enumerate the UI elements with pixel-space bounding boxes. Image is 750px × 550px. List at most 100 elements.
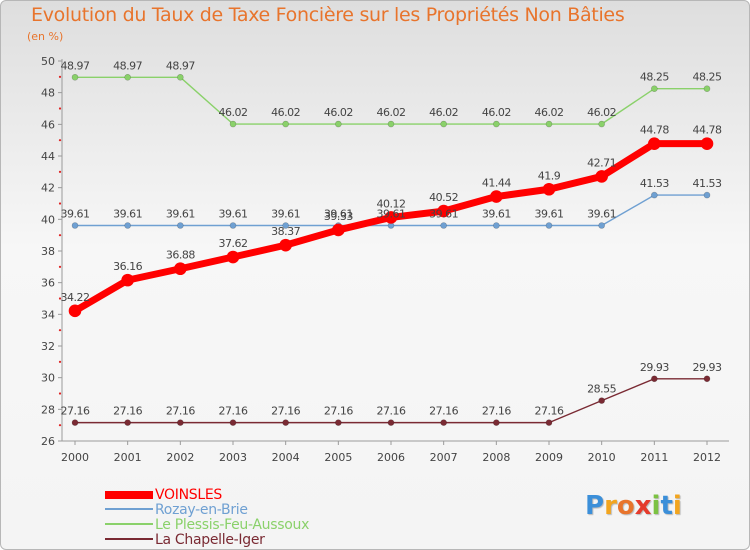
y-tick-label: 50 (41, 55, 55, 68)
y-tick-label: 30 (41, 372, 55, 385)
data-label-la-chapelle-iger: 29.93 (640, 361, 669, 374)
x-tick-label: 2001 (114, 451, 142, 464)
y-minor-tick (58, 329, 62, 332)
data-point-rozay-en-brie (229, 222, 237, 229)
data-label-voinsles: 42.71 (587, 156, 616, 169)
data-point-le-plessis-feu-aussoux (335, 120, 342, 128)
data-point-le-plessis-feu-aussoux (440, 120, 447, 128)
x-tick-label: 2012 (693, 451, 721, 464)
data-point-rozay-en-brie (598, 222, 605, 229)
data-label-rozay-en-brie: 39.61 (377, 208, 406, 221)
data-point-la-chapelle-iger (387, 419, 395, 426)
data-label-rozay-en-brie: 41.53 (693, 177, 722, 190)
y-tick-label: 28 (41, 403, 55, 416)
y-tick-label: 34 (41, 308, 55, 321)
y-minor-tick (58, 107, 62, 110)
data-point-la-chapelle-iger (440, 419, 447, 426)
data-label-rozay-en-brie: 39.61 (482, 208, 511, 221)
y-tick-label: 42 (41, 182, 55, 195)
data-point-le-plessis-feu-aussoux (71, 74, 79, 81)
data-point-rozay-en-brie (71, 222, 79, 229)
data-point-voinsles (68, 304, 82, 318)
data-label-la-chapelle-iger: 27.16 (324, 405, 353, 418)
data-label-voinsles: 34.22 (61, 291, 90, 304)
data-label-voinsles: 44.78 (640, 124, 669, 137)
logo-letter: t (660, 491, 673, 521)
legend-label: VOINSLES (155, 487, 222, 503)
logo-letter: i (672, 491, 682, 521)
data-point-voinsles (542, 182, 556, 196)
y-minor-tick (58, 234, 62, 237)
data-point-le-plessis-feu-aussoux (387, 120, 395, 128)
logo-letter: r (604, 491, 617, 521)
data-point-rozay-en-brie (493, 222, 500, 229)
data-label-rozay-en-brie: 39.61 (324, 208, 353, 221)
data-point-la-chapelle-iger (598, 397, 605, 404)
data-label-le-plessis-feu-aussoux: 48.97 (113, 59, 142, 72)
data-point-le-plessis-feu-aussoux (545, 120, 553, 128)
legend-label: La Chapelle-Iger (155, 532, 265, 548)
data-label-voinsles: 41.9 (538, 169, 561, 182)
data-point-le-plessis-feu-aussoux (124, 74, 131, 81)
x-tick-label: 2003 (219, 451, 247, 464)
x-tick-label: 2011 (640, 451, 668, 464)
data-point-la-chapelle-iger (282, 419, 289, 426)
data-label-la-chapelle-iger: 27.16 (535, 405, 564, 418)
data-point-le-plessis-feu-aussoux (177, 74, 184, 81)
y-minor-tick (58, 392, 62, 395)
legend-label: Rozay-en-Brie (155, 502, 248, 518)
legend-label: Le Plessis-Feu-Aussoux (155, 517, 310, 533)
x-tick-label: 2006 (377, 451, 405, 464)
data-point-la-chapelle-iger (545, 419, 553, 426)
data-label-le-plessis-feu-aussoux: 48.97 (166, 59, 195, 72)
data-label-le-plessis-feu-aussoux: 46.02 (587, 106, 616, 119)
data-label-rozay-en-brie: 39.61 (61, 208, 90, 221)
data-label-la-chapelle-iger: 28.55 (587, 383, 616, 396)
y-minor-tick (58, 297, 62, 300)
data-label-voinsles: 39.33 (324, 210, 353, 223)
x-tick-label: 2010 (588, 451, 616, 464)
data-label-voinsles: 38.37 (271, 225, 300, 238)
legend-swatch (105, 538, 153, 540)
data-label-rozay-en-brie: 39.61 (271, 208, 300, 221)
data-label-voinsles: 41.44 (482, 177, 511, 190)
data-label-voinsles: 40.52 (429, 191, 458, 204)
data-point-le-plessis-feu-aussoux (282, 120, 289, 128)
data-point-la-chapelle-iger (651, 375, 658, 383)
data-point-voinsles (174, 262, 187, 276)
data-labels-layer: 34.22 36.16 36.88 37.62 38.37 39.33 40.12 40.52… (61, 59, 723, 418)
data-point-rozay-en-brie (651, 191, 658, 199)
data-label-le-plessis-feu-aussoux: 46.02 (482, 106, 511, 119)
data-point-la-chapelle-iger (703, 375, 711, 383)
data-point-voinsles (700, 137, 714, 150)
y-minor-tick (58, 265, 62, 268)
y-tick-label: 46 (41, 118, 55, 131)
data-point-le-plessis-feu-aussoux (651, 85, 658, 93)
series-layer (68, 74, 714, 426)
y-minor-tick (58, 202, 62, 205)
legend-swatch (105, 491, 153, 499)
data-label-la-chapelle-iger: 27.16 (166, 405, 195, 418)
data-label-le-plessis-feu-aussoux: 46.02 (429, 106, 458, 119)
data-label-le-plessis-feu-aussoux: 46.02 (324, 106, 353, 119)
chart-title: Evolution du Taux de Taxe Foncière sur l… (31, 4, 625, 26)
data-point-le-plessis-feu-aussoux (703, 85, 711, 93)
data-point-voinsles (332, 223, 345, 237)
y-tick-label: 26 (41, 435, 55, 448)
data-label-rozay-en-brie: 39.61 (113, 208, 142, 221)
chart-subtitle: (en %) (27, 30, 64, 43)
data-point-voinsles (279, 238, 292, 252)
data-point-le-plessis-feu-aussoux (229, 120, 237, 128)
y-tick-label: 48 (41, 87, 55, 100)
data-label-la-chapelle-iger: 27.16 (61, 405, 90, 418)
proxiti-logo: Proxiti (585, 491, 682, 521)
data-point-le-plessis-feu-aussoux (598, 120, 605, 128)
data-point-voinsles (121, 273, 134, 287)
data-point-rozay-en-brie (282, 222, 289, 229)
data-label-rozay-en-brie: 39.61 (219, 208, 248, 221)
data-label-voinsles: 36.88 (166, 249, 195, 262)
data-label-le-plessis-feu-aussoux: 46.02 (535, 106, 564, 119)
data-point-le-plessis-feu-aussoux (493, 120, 500, 128)
data-label-le-plessis-feu-aussoux: 46.02 (377, 106, 406, 119)
